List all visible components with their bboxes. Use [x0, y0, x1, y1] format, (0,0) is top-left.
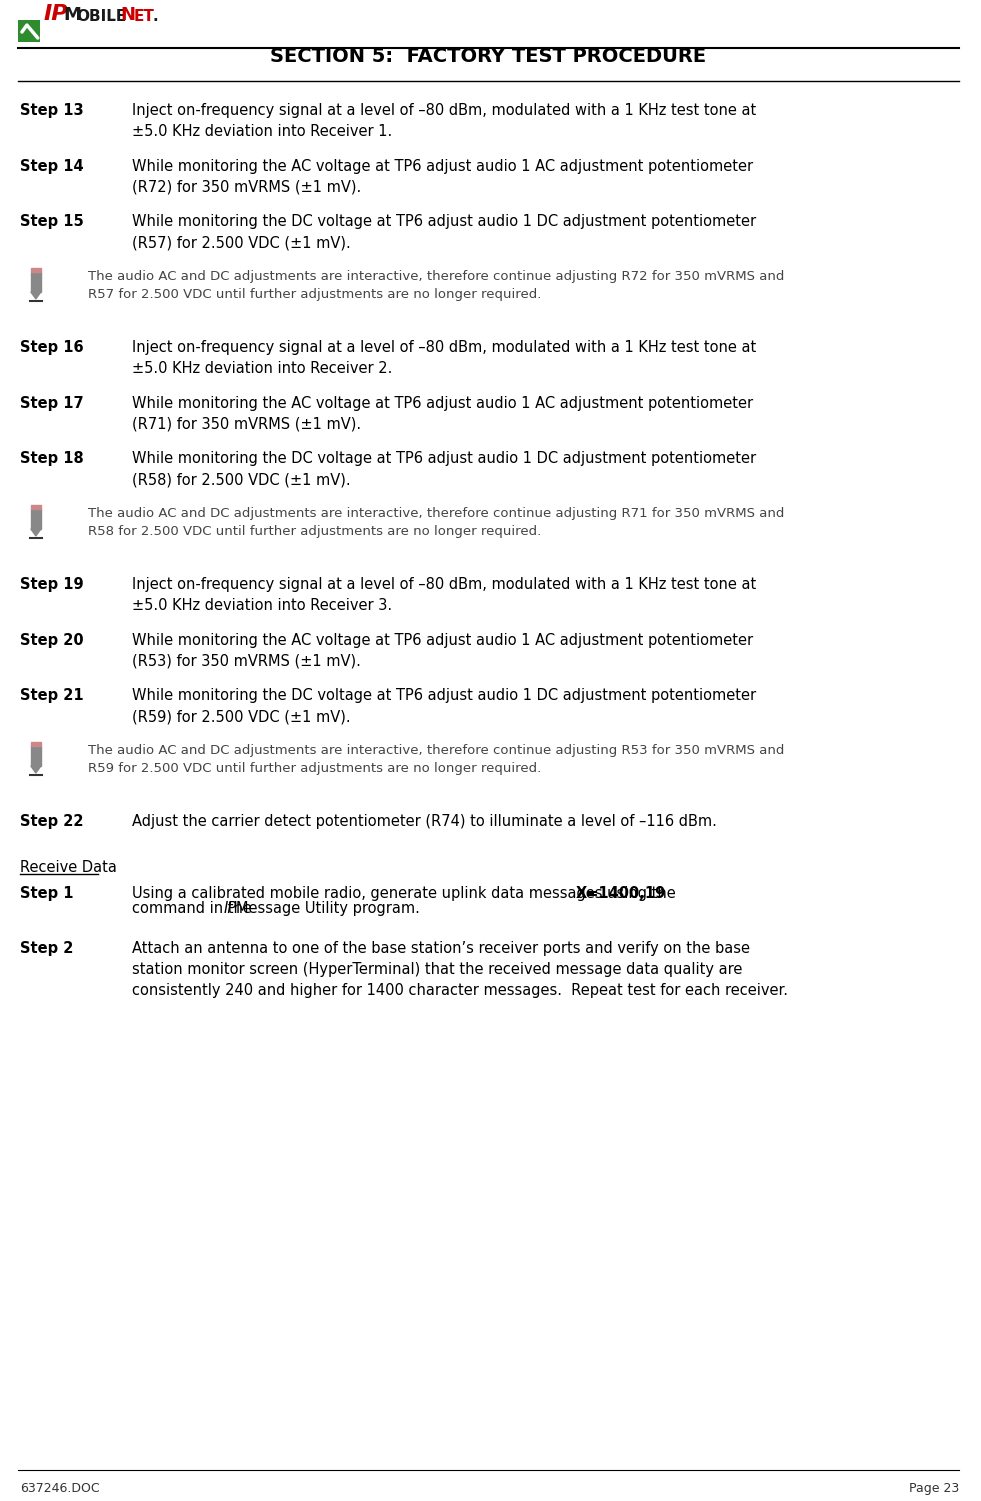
Polygon shape	[30, 509, 41, 528]
Text: Step 13: Step 13	[20, 102, 83, 117]
Text: Step 20: Step 20	[20, 632, 83, 647]
Text: Step 15: Step 15	[20, 215, 83, 230]
Text: Attach an antenna to one of the base station’s receiver ports and verify on the : Attach an antenna to one of the base sta…	[132, 941, 789, 998]
Text: While monitoring the DC voltage at TP6 adjust audio 1 DC adjustment potentiomete: While monitoring the DC voltage at TP6 a…	[132, 215, 756, 251]
Text: Page 23: Page 23	[908, 1481, 958, 1495]
Text: While monitoring the AC voltage at TP6 adjust audio 1 AC adjustment potentiomete: While monitoring the AC voltage at TP6 a…	[132, 159, 753, 195]
Text: While monitoring the AC voltage at TP6 adjust audio 1 AC adjustment potentiomete: While monitoring the AC voltage at TP6 a…	[132, 396, 753, 432]
Text: Step 14: Step 14	[20, 159, 83, 174]
Text: M: M	[64, 6, 81, 24]
Polygon shape	[30, 293, 41, 299]
Text: Step 2: Step 2	[20, 941, 74, 956]
Text: IP: IP	[44, 5, 69, 24]
Text: Step 22: Step 22	[20, 814, 83, 829]
Text: Receive Data: Receive Data	[20, 860, 117, 875]
Text: OBILE: OBILE	[77, 9, 127, 24]
Text: Inject on-frequency signal at a level of –80 dBm, modulated with a 1 KHz test to: Inject on-frequency signal at a level of…	[132, 339, 756, 375]
Text: While monitoring the AC voltage at TP6 adjust audio 1 AC adjustment potentiomete: While monitoring the AC voltage at TP6 a…	[132, 632, 753, 668]
Text: command in the: command in the	[132, 902, 257, 917]
Text: Step 17: Step 17	[20, 396, 83, 411]
Text: N: N	[121, 6, 135, 24]
Polygon shape	[30, 766, 41, 773]
Text: Inject on-frequency signal at a level of –80 dBm, modulated with a 1 KHz test to: Inject on-frequency signal at a level of…	[132, 576, 756, 612]
Polygon shape	[30, 272, 41, 293]
Text: Step 1: Step 1	[20, 886, 74, 901]
Polygon shape	[30, 269, 41, 272]
Text: Step 16: Step 16	[20, 339, 83, 354]
Text: The audio AC and DC adjustments are interactive, therefore continue adjusting R7: The audio AC and DC adjustments are inte…	[87, 507, 784, 537]
Text: Step 18: Step 18	[20, 452, 83, 467]
Polygon shape	[30, 528, 41, 536]
Text: While monitoring the DC voltage at TP6 adjust audio 1 DC adjustment potentiomete: While monitoring the DC voltage at TP6 a…	[132, 452, 756, 488]
Text: X=1400,19: X=1400,19	[576, 886, 666, 901]
Text: .: .	[152, 9, 158, 24]
Text: Adjust the carrier detect potentiometer (R74) to illuminate a level of –116 dBm.: Adjust the carrier detect potentiometer …	[132, 814, 717, 829]
Polygon shape	[30, 746, 41, 766]
Text: IP: IP	[224, 902, 236, 917]
FancyBboxPatch shape	[18, 20, 40, 42]
Text: The audio AC and DC adjustments are interactive, therefore continue adjusting R5: The audio AC and DC adjustments are inte…	[87, 744, 784, 775]
Text: SECTION 5:  FACTORY TEST PROCEDURE: SECTION 5: FACTORY TEST PROCEDURE	[271, 47, 706, 66]
Text: The audio AC and DC adjustments are interactive, therefore continue adjusting R7: The audio AC and DC adjustments are inte…	[87, 270, 784, 302]
Text: While monitoring the DC voltage at TP6 adjust audio 1 DC adjustment potentiomete: While monitoring the DC voltage at TP6 a…	[132, 689, 756, 725]
Text: Inject on-frequency signal at a level of –80 dBm, modulated with a 1 KHz test to: Inject on-frequency signal at a level of…	[132, 102, 756, 138]
Polygon shape	[30, 741, 41, 746]
Polygon shape	[30, 506, 41, 509]
Text: ET: ET	[133, 9, 154, 24]
Text: Using a calibrated mobile radio, generate uplink data messages using the: Using a calibrated mobile radio, generat…	[132, 886, 681, 901]
Text: Message Utility program.: Message Utility program.	[235, 902, 420, 917]
Text: Step 19: Step 19	[20, 576, 83, 591]
Text: 637246.DOC: 637246.DOC	[20, 1481, 99, 1495]
Text: Step 21: Step 21	[20, 689, 83, 704]
